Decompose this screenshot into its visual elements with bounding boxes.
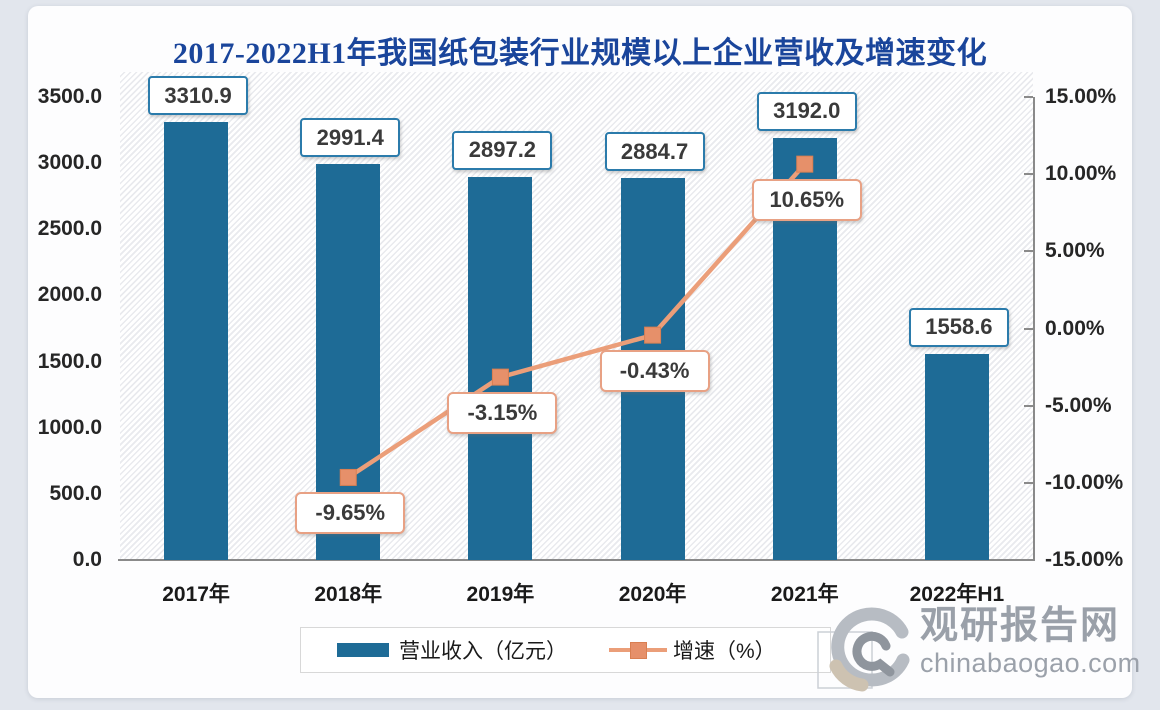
right-axis-tick-mark <box>1024 481 1033 484</box>
x-axis-line <box>118 559 1035 561</box>
x-axis-label: 2020年 <box>618 583 687 606</box>
left-axis-tick-label: 500.0 <box>49 481 102 505</box>
bar-data-label: 2897.2 <box>452 130 553 170</box>
growth-data-label: -3.15% <box>447 392 558 435</box>
bar-data-label: 1558.6 <box>908 307 1009 347</box>
bar-2017年 <box>164 122 229 560</box>
growth-line-marker <box>644 326 662 344</box>
right-axis-tick-label: 15.00% <box>1045 85 1117 108</box>
right-axis-tick-label: 0.00% <box>1045 316 1105 340</box>
growth-data-label: 10.65% <box>751 179 862 222</box>
bar-data-label: 2884.7 <box>604 132 705 172</box>
x-axis-label: 2017年 <box>162 583 230 606</box>
x-axis-label: 2018年 <box>314 583 383 606</box>
watermark: 观研报告网 chinabaogao.com <box>816 604 1141 696</box>
growth-line <box>347 162 807 480</box>
right-axis-tick-label: 10.00% <box>1045 162 1117 186</box>
left-axis-tick-label: 2000.0 <box>37 283 102 307</box>
bar-data-label: 3192.0 <box>756 91 857 131</box>
watermark-logo-icon <box>817 607 910 692</box>
watermark-text: 观研报告网 chinabaogao.com <box>920 604 1141 678</box>
legend-label-growth: 增速（%） <box>673 640 776 663</box>
left-axis-tick-label: 2500.0 <box>37 217 102 241</box>
chart-title: 2017-2022H1年我国纸包装行业规模以上企业营收及增速变化 <box>172 37 988 70</box>
legend-item-revenue: 营业收入（亿元） <box>337 635 567 665</box>
legend-bar-swatch-icon <box>337 643 389 657</box>
right-axis-tick-label: -5.00% <box>1045 393 1112 417</box>
legend-item-growth: 增速（%） <box>609 635 776 665</box>
bar-2019年 <box>468 176 533 560</box>
x-axis-label: 2019年 <box>466 583 535 606</box>
bar-data-label: 3310.9 <box>148 76 249 115</box>
right-axis-tick-mark <box>1024 250 1033 253</box>
growth-line-marker <box>339 468 357 486</box>
right-axis-line <box>1033 97 1035 560</box>
left-axis-tick-label: 3000.0 <box>37 151 102 175</box>
left-axis-tick-label: 3500.0 <box>37 85 102 108</box>
growth-data-label: -0.43% <box>599 350 710 393</box>
right-axis-tick-label: 5.00% <box>1045 239 1105 263</box>
x-axis-label: 2021年 <box>770 583 839 606</box>
chart-legend: 营业收入（亿元） 增速（%） <box>300 627 831 673</box>
bar-2022年H1 <box>924 353 989 560</box>
watermark-domain: chinabaogao.com <box>920 648 1141 678</box>
right-axis-tick-mark <box>1024 327 1033 330</box>
legend-line-swatch-icon <box>609 642 667 659</box>
bar-data-label: 2991.4 <box>300 118 401 158</box>
legend-label-revenue: 营业收入（亿元） <box>399 640 567 663</box>
x-axis-label: 2022年H1 <box>909 583 1005 606</box>
growth-line-marker <box>491 368 509 386</box>
right-axis-tick-mark <box>1024 173 1033 176</box>
right-axis-tick-mark <box>1024 96 1033 98</box>
right-axis-tick-label: -10.00% <box>1045 470 1124 494</box>
plot-background <box>120 72 1033 560</box>
left-axis-tick-label: 1000.0 <box>37 415 102 439</box>
right-axis-tick-label: -15.00% <box>1045 548 1124 571</box>
growth-line-marker <box>796 155 814 173</box>
left-axis-tick-label: 0.0 <box>72 548 102 571</box>
left-axis-tick-label: 1500.0 <box>37 349 102 373</box>
growth-data-label: -9.65% <box>295 492 406 535</box>
watermark-brand: 观研报告网 <box>920 605 1121 647</box>
right-axis-tick-mark <box>1024 404 1033 407</box>
